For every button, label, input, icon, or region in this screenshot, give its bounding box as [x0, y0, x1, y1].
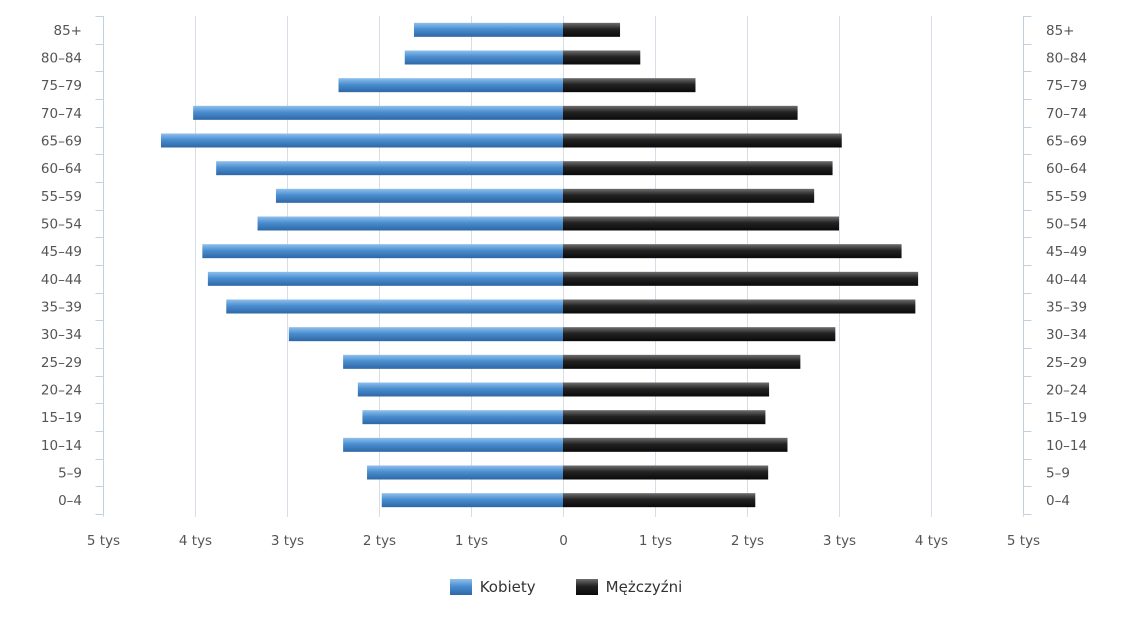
x-tick-label: 2 tys [731, 533, 764, 549]
y-tick-label-right: 50–54 [1046, 217, 1087, 233]
bar-kobiety-5-9 [367, 465, 563, 480]
bar-kobiety-15-19 [362, 410, 563, 425]
bar-mezczyzni-75-79 [563, 78, 696, 93]
x-tick-label: 4 tys [915, 533, 948, 549]
y-tick-label-left: 25–29 [41, 355, 82, 371]
bar-mezczyzni-70-74 [563, 105, 798, 120]
bar-kobiety-0-4 [381, 493, 563, 508]
x-axis-labels: 5 tys 4 tys 3 tys 2 tys 1 tys 0 1 tys 2 tys 3 ty… [87, 533, 1040, 549]
legend-item-kobiety[interactable]: Kobiety [449, 578, 536, 596]
bar-kobiety-70-74 [193, 105, 563, 120]
x-tick-label: 0 [559, 533, 568, 549]
x-tick-label: 3 tys [823, 533, 856, 549]
bar-mezczyzni-45-49 [563, 244, 902, 259]
y-tick-label-left: 40–44 [41, 272, 82, 288]
bar-mezczyzni-30-34 [563, 327, 836, 342]
y-tick-label-right: 80–84 [1046, 51, 1087, 67]
x-tick-label: 4 tys [179, 533, 212, 549]
bar-kobiety-10-14 [343, 437, 563, 452]
y-tick-label-right: 35–39 [1046, 300, 1087, 316]
y-tick-label-left: 75–79 [41, 78, 82, 94]
bar-kobiety-45-49 [202, 244, 564, 259]
axes [95, 16, 1032, 515]
bar-mezczyzni-40-44 [563, 271, 919, 286]
y-tick-label-right: 0–4 [1046, 493, 1070, 509]
bar-mezczyzni-0-4 [563, 493, 756, 508]
y-tick-label-right: 15–19 [1046, 410, 1087, 426]
bar-mezczyzni-65-69 [563, 133, 842, 148]
y-axis-labels-left: 85+ 80–84 75–79 70–74 65–69 60–64 55–59 50–54 45… [41, 23, 82, 509]
y-tick-label-right: 20–24 [1046, 383, 1087, 399]
bar-kobiety-85plus [413, 22, 563, 37]
y-tick-label-left: 65–69 [41, 134, 82, 150]
y-tick-label-right: 70–74 [1046, 106, 1087, 122]
series-mezczyzni [563, 22, 919, 508]
y-axis-labels-right: 85+ 80–84 75–79 70–74 65–69 60–64 55–59 50–54 45… [1046, 23, 1087, 509]
bar-mezczyzni-55-59 [563, 188, 815, 203]
y-tick-label-left: 10–14 [41, 438, 82, 454]
x-tick-label: 5 tys [1007, 533, 1040, 549]
y-tick-label-right: 40–44 [1046, 272, 1087, 288]
x-tick-label: 5 tys [87, 533, 120, 549]
bar-kobiety-80-84 [404, 50, 563, 65]
y-tick-label-left: 80–84 [41, 51, 82, 67]
bar-kobiety-40-44 [207, 271, 563, 286]
bar-mezczyzni-80-84 [563, 50, 641, 65]
bar-mezczyzni-25-29 [563, 354, 801, 369]
bar-kobiety-30-34 [288, 327, 563, 342]
y-tick-label-left: 45–49 [41, 244, 82, 260]
legend-swatch-mezczyzni [575, 579, 598, 595]
legend-item-mezczyzni[interactable]: Mężczyźni [575, 578, 683, 596]
bar-kobiety-60-64 [216, 161, 563, 176]
series-kobiety [160, 22, 564, 508]
y-tick-label-left: 15–19 [41, 410, 82, 426]
y-tick-label-left: 5–9 [58, 466, 82, 482]
y-tick-label-left: 70–74 [41, 106, 82, 122]
x-tick-label: 3 tys [271, 533, 304, 549]
bar-kobiety-35-39 [226, 299, 563, 314]
y-tick-label-right: 55–59 [1046, 189, 1087, 205]
y-tick-label-right: 10–14 [1046, 438, 1087, 454]
y-tick-label-right: 75–79 [1046, 78, 1087, 94]
bar-kobiety-75-79 [338, 78, 563, 93]
bar-kobiety-55-59 [275, 188, 563, 203]
y-tick-label-left: 50–54 [41, 217, 82, 233]
legend: Kobiety Mężczyźni [0, 578, 1132, 596]
bar-kobiety-65-69 [160, 133, 563, 148]
x-tick-label: 1 tys [639, 533, 672, 549]
x-tick-label: 2 tys [363, 533, 396, 549]
y-tick-label-right: 45–49 [1046, 244, 1087, 260]
bar-mezczyzni-85plus [563, 22, 621, 37]
y-tick-label-left: 85+ [54, 23, 83, 39]
y-tick-label-right: 85+ [1046, 23, 1075, 39]
y-tick-label-right: 5–9 [1046, 466, 1070, 482]
bar-kobiety-25-29 [343, 354, 563, 369]
y-tick-label-left: 55–59 [41, 189, 82, 205]
bar-kobiety-20-24 [357, 382, 563, 397]
bar-mezczyzni-5-9 [563, 465, 769, 480]
y-tick-label-right: 60–64 [1046, 161, 1087, 177]
legend-label-kobiety: Kobiety [479, 578, 536, 596]
x-tick-label: 1 tys [455, 533, 488, 549]
bar-mezczyzni-50-54 [563, 216, 839, 231]
legend-swatch-kobiety [449, 579, 472, 595]
bar-mezczyzni-15-19 [563, 410, 766, 425]
bar-mezczyzni-60-64 [563, 161, 833, 176]
population-pyramid-chart: 85+ 80–84 75–79 70–74 65–69 60–64 55–59 50–54 45… [41, 16, 1087, 549]
bar-kobiety-50-54 [257, 216, 563, 231]
y-tick-label-right: 65–69 [1046, 134, 1087, 150]
bar-mezczyzni-35-39 [563, 299, 916, 314]
y-tick-label-left: 60–64 [41, 161, 82, 177]
y-tick-label-left: 20–24 [41, 383, 82, 399]
y-tick-label-left: 30–34 [41, 327, 82, 343]
bar-mezczyzni-20-24 [563, 382, 770, 397]
legend-label-mezczyzni: Mężczyźni [605, 578, 683, 596]
y-tick-label-right: 25–29 [1046, 355, 1087, 371]
y-tick-label-right: 30–34 [1046, 327, 1087, 343]
y-tick-label-left: 0–4 [58, 493, 82, 509]
bar-mezczyzni-10-14 [563, 437, 788, 452]
y-tick-label-left: 35–39 [41, 300, 82, 316]
